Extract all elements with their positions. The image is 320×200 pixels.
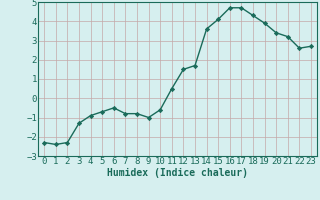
X-axis label: Humidex (Indice chaleur): Humidex (Indice chaleur) [107,168,248,178]
